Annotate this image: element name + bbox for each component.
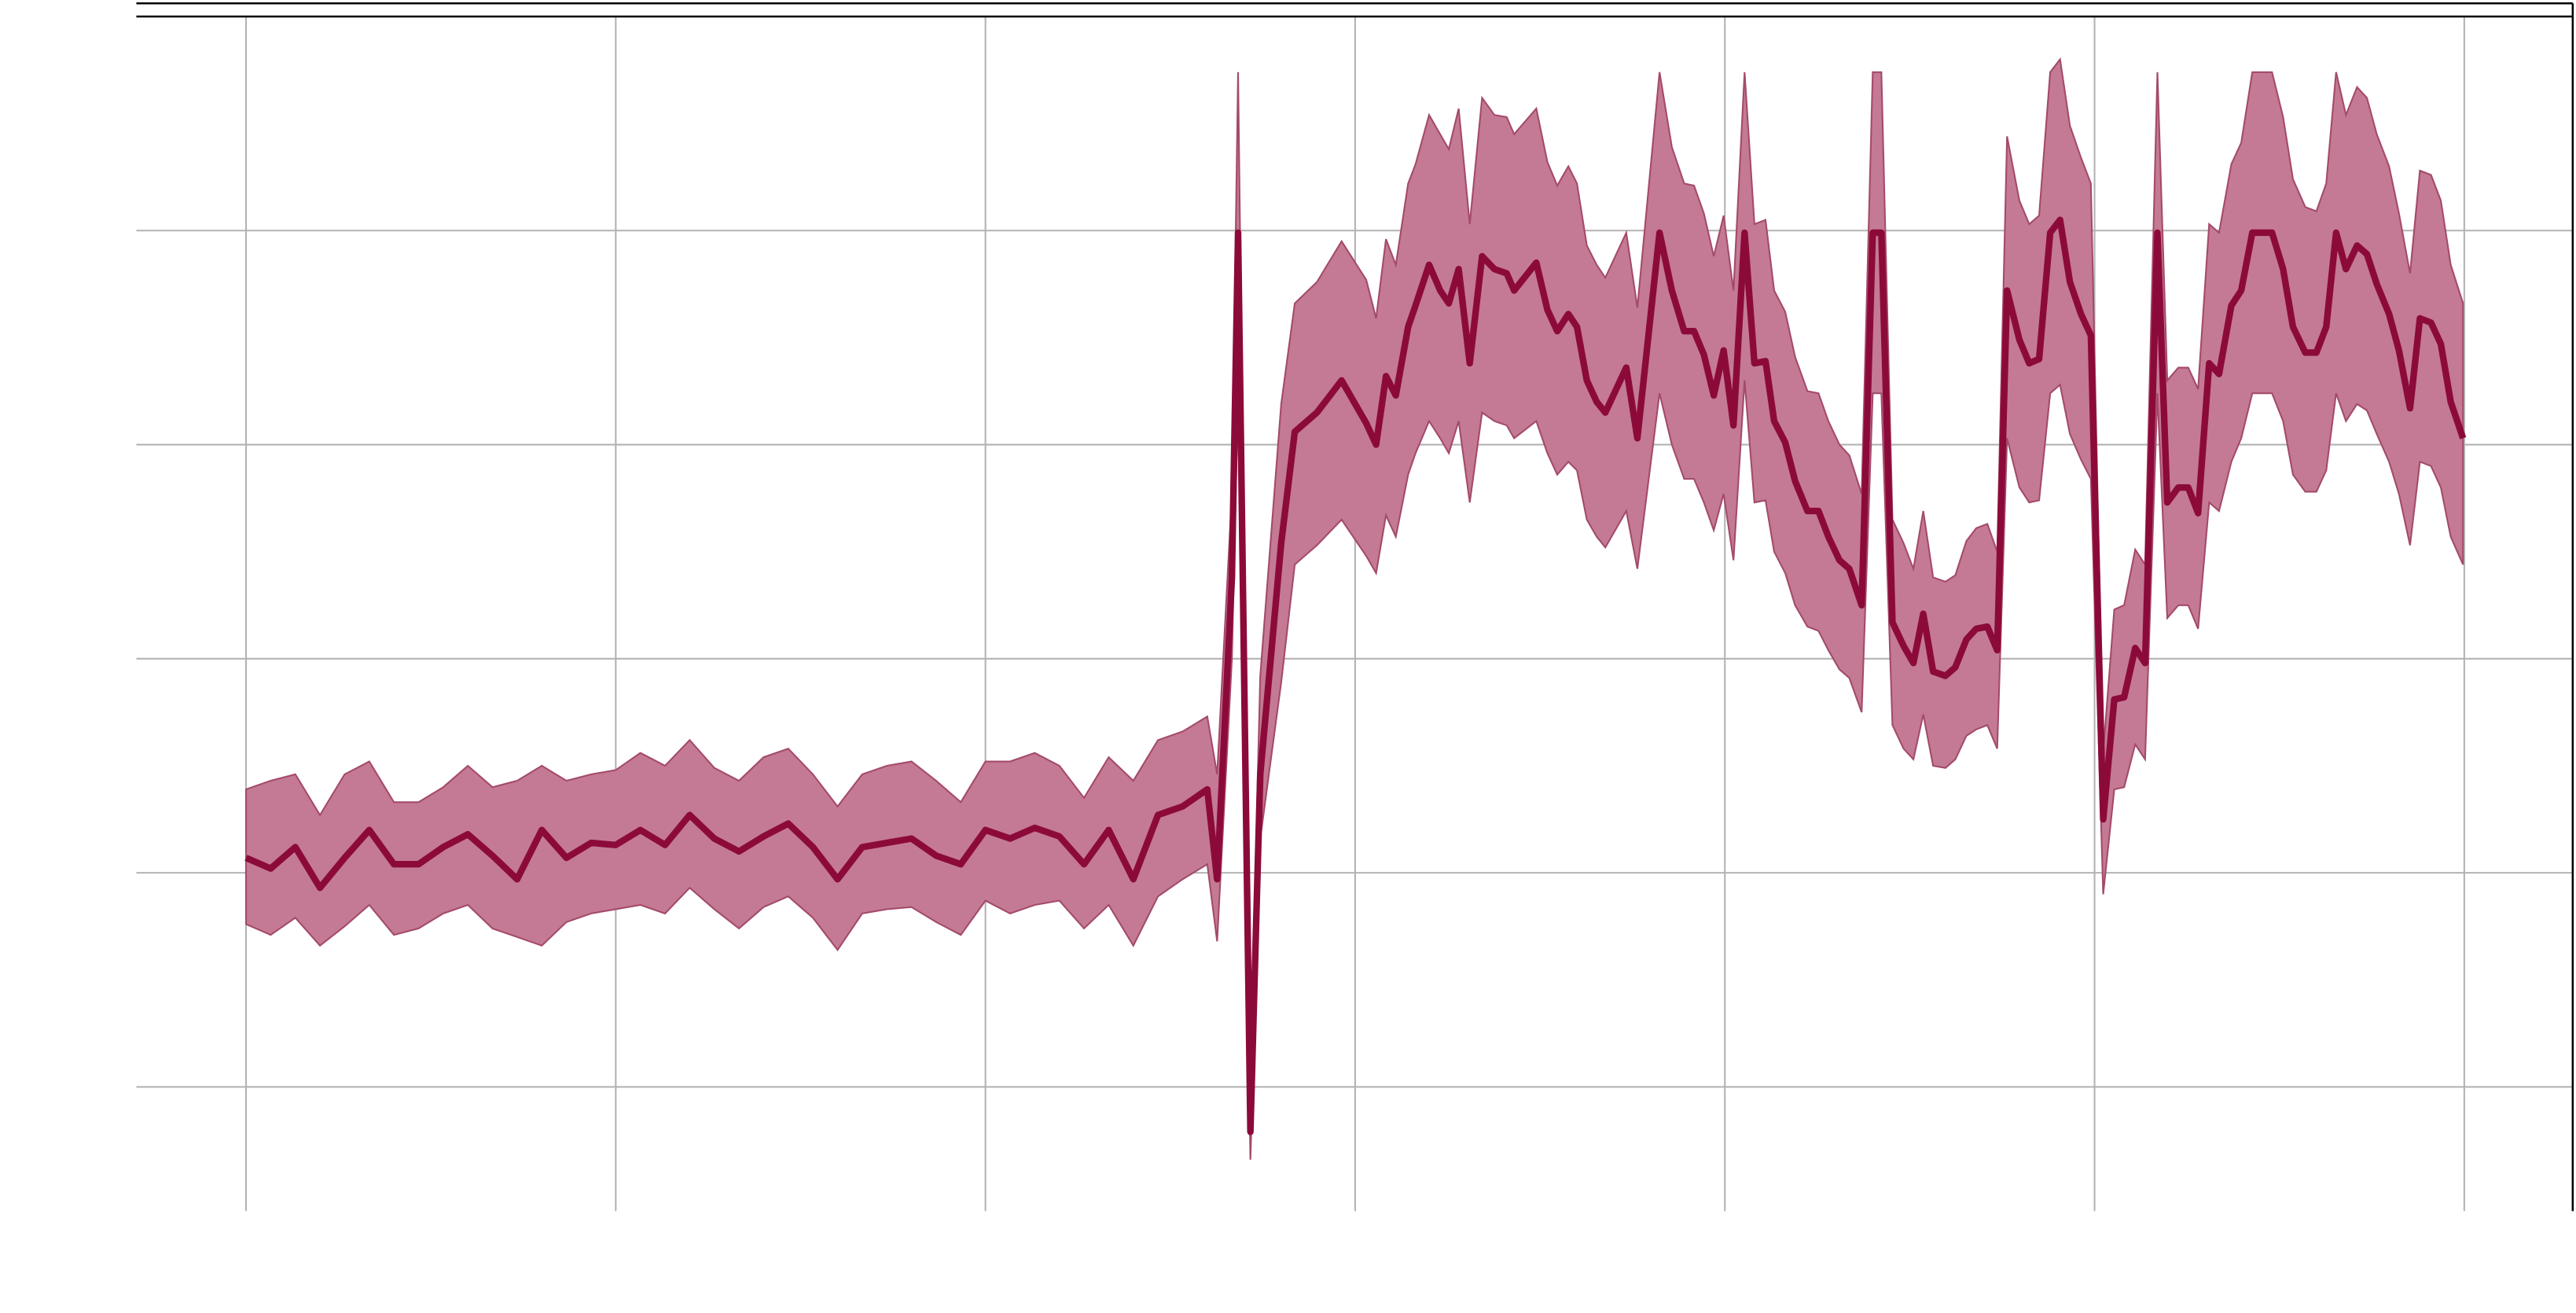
line [244,216,2467,1135]
band [244,57,2464,1160]
